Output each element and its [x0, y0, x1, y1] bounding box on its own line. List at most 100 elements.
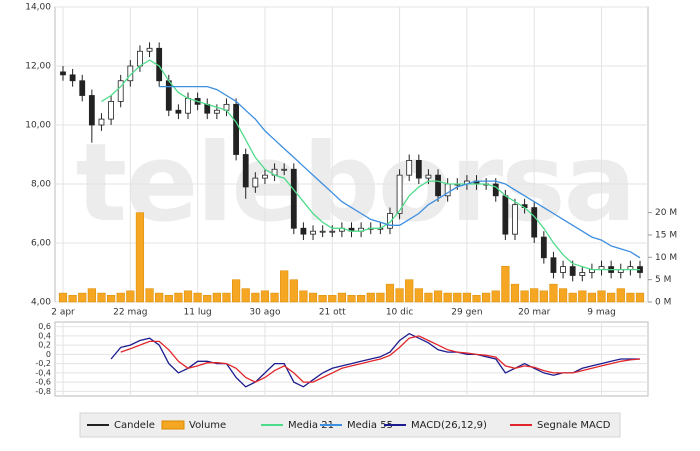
volume-bar [607, 292, 616, 303]
volume-bar [539, 290, 548, 303]
candle-body [425, 174, 432, 179]
volume-bar [549, 283, 558, 303]
volume-bar [106, 295, 116, 303]
x-tick-label: 2 apr [51, 308, 75, 318]
candle-body [550, 257, 557, 273]
volume-bar [270, 292, 279, 303]
candle-body [233, 103, 240, 155]
y2-tick-label: 0 M [655, 298, 671, 308]
x-tick-label: 20 mar [518, 308, 551, 318]
volume-bar [414, 288, 423, 303]
volume-bar [78, 292, 87, 303]
candle-body [146, 47, 153, 52]
y2-tick-label: 15 M [655, 230, 677, 240]
y-tick-label: 6,00 [31, 239, 51, 249]
x-tick-label: 30 ago [249, 308, 281, 318]
series-line [101, 59, 640, 271]
candle-body [502, 195, 509, 235]
y-tick-label: 14,00 [25, 3, 51, 13]
legend-label: Volume [189, 420, 226, 431]
volume-bar [520, 290, 529, 303]
volume-bar [472, 295, 481, 303]
volume-bar [443, 292, 452, 303]
volume-bar [366, 292, 375, 303]
volume-bar [337, 292, 346, 303]
volume-bar [328, 295, 337, 303]
x-tick-label: 21 ott [319, 308, 346, 318]
candle-body [396, 174, 403, 214]
candle-body [204, 103, 211, 114]
y2-tick-label: 20 M [655, 208, 677, 218]
volume-bar [135, 212, 145, 303]
candle-body [137, 50, 143, 67]
volume-bar [405, 279, 414, 303]
volume-bar [462, 292, 471, 303]
y-tick-label: -0,2 [35, 359, 51, 368]
candle-body [319, 230, 326, 233]
volume-bar [635, 292, 645, 303]
volume-bar [116, 292, 125, 303]
y-tick-label: 0,6 [38, 322, 51, 331]
volume-bar [299, 290, 308, 303]
candle-body [242, 154, 249, 188]
candle-body [300, 227, 307, 235]
legend-label: Media 21 [288, 420, 334, 431]
volume-bar [222, 292, 231, 303]
legend-label: Segnale MACD [537, 420, 611, 431]
x-tick-label: 11 lug [184, 308, 212, 318]
y-tick-label: 0 [46, 350, 51, 359]
volume-bar [501, 265, 510, 303]
legend-swatch [161, 420, 185, 430]
candle-body [213, 109, 220, 114]
candle-body [185, 98, 191, 114]
plot-frame [54, 321, 649, 397]
volume-bar [183, 290, 193, 303]
volume-bar [193, 292, 202, 303]
volume-bar [203, 295, 212, 303]
x-tick-label: 10 dic [386, 308, 414, 318]
candle-body [79, 80, 86, 96]
y-tick-label: 8,00 [31, 180, 51, 190]
volume-bar [260, 290, 270, 303]
volume-bar [164, 295, 173, 303]
legend-label: MACD(26,12,9) [411, 420, 487, 431]
volume-bar [212, 292, 221, 303]
candle-body [415, 159, 422, 179]
y-tick-label: -0,8 [35, 387, 51, 396]
volume-bar [280, 270, 289, 303]
candle-body [531, 207, 538, 238]
candle-body [512, 204, 518, 235]
volume-bar [289, 279, 298, 303]
candle-body [165, 80, 172, 111]
volume-bar [510, 283, 520, 303]
volume-bar [308, 292, 318, 303]
volume-bar [424, 292, 433, 303]
y2-tick-label: 10 M [655, 253, 677, 263]
volume-bar [385, 283, 395, 303]
candle-body [108, 101, 114, 120]
legend-label: Candele [114, 420, 155, 431]
candle-body [290, 168, 297, 229]
y-tick-label: -0,4 [35, 368, 51, 377]
volume-bar [587, 292, 597, 303]
volume-bar [251, 292, 260, 303]
candle-body [69, 74, 76, 82]
watermark: teleborsa [75, 121, 634, 246]
y2-tick-label: 5 M [655, 275, 671, 285]
series-line [159, 85, 641, 259]
series-line [110, 332, 640, 388]
volume-bar [155, 292, 164, 303]
candle-body [560, 266, 566, 273]
candle-body [579, 272, 586, 276]
volume-bar [357, 295, 366, 303]
legend-label: Media 55 [347, 420, 393, 431]
candle-body [60, 71, 66, 76]
candle-body [281, 168, 288, 171]
candle-body [569, 266, 576, 276]
candle-body [252, 177, 259, 188]
x-tick-label: 9 mag [587, 308, 616, 318]
volume-bar [491, 290, 500, 303]
volume-bar [241, 288, 250, 303]
candle-body [387, 213, 393, 229]
volume-bar [97, 292, 106, 303]
